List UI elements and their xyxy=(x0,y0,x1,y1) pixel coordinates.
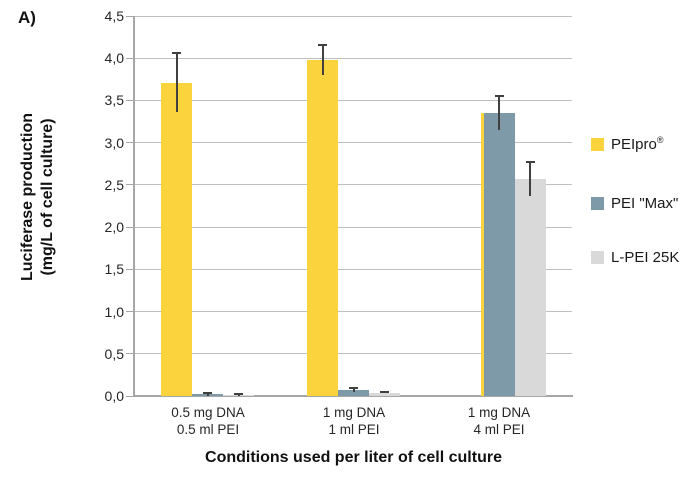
legend-swatch-pei-max-icon xyxy=(591,197,604,210)
legend-item-pei-max: PEI "Max" xyxy=(591,195,678,212)
legend: PEIpro® PEI "Max" L-PEI 25K xyxy=(591,0,700,489)
y-tick-mark-1,0 xyxy=(126,311,133,313)
gridline-2,0 xyxy=(135,226,572,228)
gridline-1,0 xyxy=(135,311,572,313)
error-bar-cap-lpei-25k-group2 xyxy=(380,390,389,393)
legend-label-lpei-25k: L-PEI 25K xyxy=(611,249,680,266)
gridline-4,5 xyxy=(135,15,572,17)
y-tick-mark-2,0 xyxy=(126,226,133,228)
y-tick-label: 1,5 xyxy=(104,261,124,278)
y-tick-label: 0,5 xyxy=(104,345,124,362)
x-category-label-1: 0.5 mg DNA 0.5 ml PEI xyxy=(138,404,278,438)
error-bar-peipro-group1 xyxy=(175,53,178,113)
y-tick-label: 3,0 xyxy=(104,134,124,151)
y-tick-mark-1,5 xyxy=(126,268,133,270)
x-category-1-line1: 0.5 mg DNA xyxy=(171,405,245,420)
gridline-3,5 xyxy=(135,99,572,101)
gridline-2,5 xyxy=(135,184,572,186)
y-tick-label: 2,0 xyxy=(104,219,124,236)
bar-peipro-group1 xyxy=(161,82,193,396)
error-bar-lpei-25k-group3 xyxy=(529,162,532,196)
y-tick-label: 2,5 xyxy=(104,176,124,193)
error-bar-cap-lpei-25k-group3 xyxy=(525,161,535,164)
x-category-3-line2: 4 ml PEI xyxy=(473,422,525,437)
x-category-label-3: 1 mg DNA 4 ml PEI xyxy=(429,404,569,438)
error-bar-cap-pei-max-group2 xyxy=(349,387,358,390)
y-tick-label: 4,5 xyxy=(104,8,124,24)
legend-label-pei-max: PEI "Max" xyxy=(611,195,679,212)
error-bar-cap-pei-max-group3 xyxy=(494,95,504,98)
x-category-label-2: 1 mg DNA 1 ml PEI xyxy=(284,404,424,438)
x-category-1-line2: 0.5 ml PEI xyxy=(176,422,240,437)
legend-item-peipro: PEIpro® xyxy=(591,135,664,153)
y-axis-line xyxy=(133,16,135,397)
error-bar-pei-max-group2 xyxy=(352,388,355,392)
plot-area xyxy=(126,15,573,397)
legend-swatch-peipro-icon xyxy=(591,137,604,151)
y-tick-mark-4,0 xyxy=(126,57,133,59)
bar-pei-max-group2 xyxy=(338,390,369,396)
panel-label: A) xyxy=(18,8,36,27)
y-tick-mark-0,5 xyxy=(126,353,133,355)
bar-lpei-25k-group2 xyxy=(369,392,400,396)
x-category-2-line1: 1 mg DNA xyxy=(322,405,386,420)
y-axis-title: Luciferase production (mg/L of cell cult… xyxy=(18,47,60,347)
y-tick-label: 3,5 xyxy=(104,92,124,109)
bar-peipro-group2 xyxy=(307,59,338,396)
y-tick-mark-4,5 xyxy=(126,15,133,17)
y-tick-mark-3,5 xyxy=(126,99,133,101)
gridline-3,0 xyxy=(135,142,572,144)
x-category-3-line1: 1 mg DNA xyxy=(467,405,531,420)
error-bar-pei-max-group3 xyxy=(498,96,501,130)
error-bar-cap-peipro-group2 xyxy=(318,43,327,46)
x-axis-line xyxy=(133,395,573,397)
y-tick-mark-2,5 xyxy=(126,184,133,186)
error-bar-cap-lpei-25k-group1 xyxy=(234,393,244,396)
bar-peipro-group3-sliver xyxy=(480,113,484,396)
y-tick-label: 1,0 xyxy=(104,303,124,320)
gridline-1,5 xyxy=(135,268,572,270)
gridline-4,0 xyxy=(135,57,572,59)
y-tick-label: 4,0 xyxy=(104,50,124,67)
legend-label-peipro: PEIpro® xyxy=(611,135,664,153)
error-bar-cap-pei-max-group1 xyxy=(203,391,213,394)
bar-lpei-25k-group3 xyxy=(514,178,546,396)
bar-pei-max-group3 xyxy=(483,113,515,396)
y-axis-title-line1: Luciferase production xyxy=(19,112,36,282)
y-axis-title-line2: (mg/L of cell culture) xyxy=(39,118,56,276)
gridline-0,5 xyxy=(135,353,572,355)
error-bar-cap-peipro-group1 xyxy=(172,52,182,55)
legend-item-lpei-25k: L-PEI 25K xyxy=(591,249,679,266)
y-tick-label: 0,0 xyxy=(104,388,124,404)
y-tick-mark-0,0 xyxy=(126,395,133,397)
error-bar-peipro-group2 xyxy=(321,44,324,76)
x-axis-title: Conditions used per liter of cell cultur… xyxy=(205,449,502,466)
error-bar-pei-max-group1 xyxy=(206,392,209,396)
x-category-2-line2: 1 ml PEI xyxy=(328,422,380,437)
legend-swatch-lpei-25k-icon xyxy=(591,251,604,264)
y-tick-mark-3,0 xyxy=(126,142,133,144)
